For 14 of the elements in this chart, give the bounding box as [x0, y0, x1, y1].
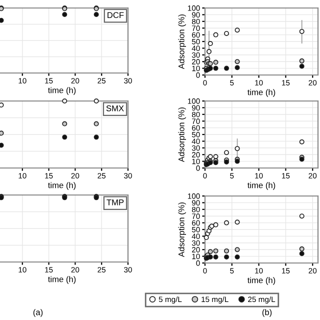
annotation: SMX: [106, 105, 124, 112]
x-axis-title: time (h): [48, 276, 76, 284]
x-axis-title: time (h): [248, 277, 276, 285]
x-axis-title: time (h): [48, 87, 76, 95]
x-axis-title: time (h): [48, 182, 76, 190]
y-axis-title: Adsorption (%): [178, 107, 186, 162]
annotation: TMP: [106, 199, 124, 206]
y-axis-title: Adsorption (%): [178, 14, 186, 70]
annotation: DCF: [108, 12, 124, 18]
text: (b): [262, 309, 272, 317]
x-axis-title: time (h): [248, 89, 276, 97]
text: (a): [33, 309, 43, 317]
y-axis-title: Adsorption (%): [178, 202, 186, 258]
x-axis-title: time (h): [248, 182, 276, 190]
